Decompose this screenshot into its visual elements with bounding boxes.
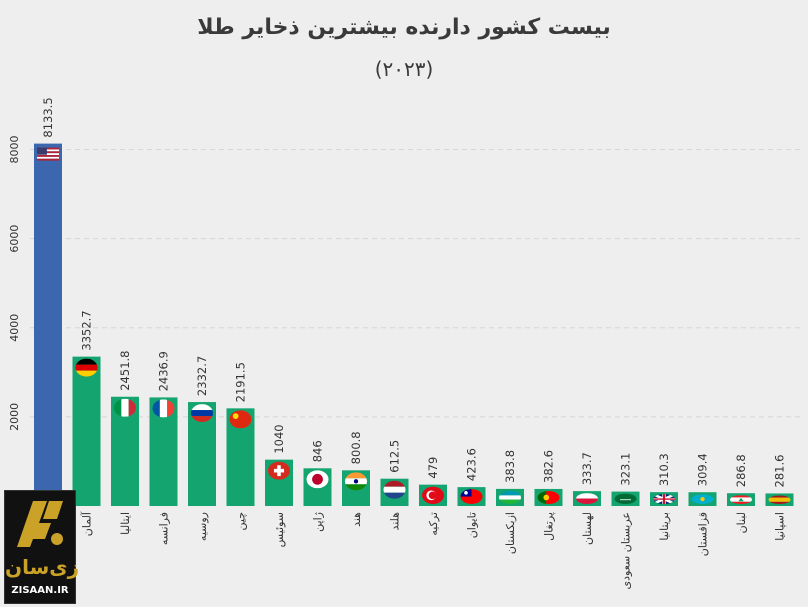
nl-flag-icon bbox=[383, 480, 406, 499]
category-label: پرتغال bbox=[543, 512, 556, 541]
kz-flag-icon bbox=[691, 494, 714, 504]
pl-flag-icon bbox=[576, 493, 598, 504]
value-label: 2191.5 bbox=[234, 362, 248, 402]
value-label: 323.1 bbox=[619, 453, 633, 486]
category-label: لبنان bbox=[735, 512, 748, 533]
gb-flag-icon bbox=[653, 494, 675, 505]
value-label: 281.6 bbox=[773, 455, 787, 488]
category-label: عربستان سعودی bbox=[620, 512, 633, 589]
value-label: 2332.7 bbox=[195, 356, 209, 396]
category-label: ایتالیا bbox=[119, 512, 132, 535]
y-tick-label: 4000 bbox=[8, 314, 21, 342]
ru-flag-icon bbox=[191, 404, 213, 423]
gridlines bbox=[30, 149, 800, 418]
it-flag-icon bbox=[114, 398, 136, 417]
y-tick-label: 2000 bbox=[8, 403, 21, 431]
value-label: 2451.8 bbox=[118, 351, 132, 391]
logo-name-fa: زی‌سان bbox=[5, 555, 80, 579]
tw-flag-icon bbox=[460, 489, 483, 504]
category-label: هلند bbox=[389, 512, 402, 531]
bar bbox=[72, 356, 101, 506]
value-label: 333.7 bbox=[580, 452, 594, 485]
zisaan-logo-mark-icon bbox=[17, 501, 63, 547]
us-flag-icon bbox=[37, 147, 59, 161]
value-label: 612.5 bbox=[388, 440, 402, 473]
value-label: 286.8 bbox=[734, 454, 748, 487]
in-flag-icon bbox=[345, 472, 367, 491]
sa-flag-icon bbox=[614, 493, 637, 504]
category-label: ژاپن bbox=[312, 512, 325, 532]
category-label: ازبکستان bbox=[504, 512, 517, 554]
category-label: چین bbox=[235, 512, 248, 531]
category-label: سوئیس bbox=[273, 512, 286, 547]
y-axis-ticks: 2000 4000 6000 8000 bbox=[8, 136, 21, 431]
value-label: 383.8 bbox=[503, 450, 517, 483]
de-flag-icon bbox=[75, 358, 98, 377]
bars bbox=[34, 143, 794, 506]
y-tick-label: 8000 bbox=[8, 136, 21, 164]
value-label: 3352.7 bbox=[80, 310, 94, 350]
category-label: تایوان bbox=[466, 512, 479, 538]
tr-flag-icon bbox=[422, 486, 444, 504]
value-label: 310.3 bbox=[657, 453, 671, 486]
lb-flag-icon bbox=[730, 495, 752, 504]
category-label: اسپانیا bbox=[774, 512, 787, 541]
flags bbox=[37, 147, 791, 505]
value-labels: 8133.5 3352.7 2451.8 2436.9 2332.7 2191.5 1040… bbox=[41, 97, 787, 487]
chart-title: بیست کشور دارنده بیشترین ذخایر طلا bbox=[197, 15, 610, 40]
ch-flag-icon bbox=[268, 461, 290, 480]
category-labels: آمریکاآلمانایتالیافرانسهروسیهچینسوئیسژاپ… bbox=[41, 511, 787, 589]
value-label: 309.4 bbox=[696, 453, 710, 486]
value-label: 1040 bbox=[272, 424, 286, 453]
chart-subtitle: (۲۰۲۳) bbox=[375, 57, 434, 81]
category-label: قزاقستان bbox=[697, 512, 710, 556]
value-label: 382.6 bbox=[542, 450, 556, 483]
value-label: 423.6 bbox=[465, 448, 479, 481]
category-label: لهستان bbox=[581, 512, 594, 545]
category-label: روسیه bbox=[196, 512, 209, 541]
value-label: 2436.9 bbox=[157, 351, 171, 391]
uz-flag-icon bbox=[499, 490, 521, 504]
y-tick-label: 6000 bbox=[8, 225, 21, 253]
pt-flag-icon bbox=[537, 490, 560, 504]
category-label: آلمان bbox=[80, 511, 94, 536]
bar bbox=[34, 143, 62, 506]
cn-flag-icon bbox=[229, 410, 252, 429]
es-flag-icon bbox=[768, 495, 791, 504]
value-label: 479 bbox=[426, 457, 440, 479]
category-label: بریتانیا bbox=[658, 512, 671, 541]
logo-name-en: ZISAAN.IR bbox=[11, 585, 69, 596]
value-label: 8133.5 bbox=[41, 97, 55, 137]
zisaan-logo: زی‌سان ZISAAN.IR bbox=[4, 490, 80, 604]
value-label: 846 bbox=[311, 440, 325, 462]
category-label: ترکیه bbox=[427, 512, 440, 536]
value-label: 800.8 bbox=[349, 431, 363, 464]
category-label: هند bbox=[350, 512, 363, 527]
jp-flag-icon bbox=[306, 470, 329, 489]
fr-flag-icon bbox=[152, 399, 175, 418]
category-label: فرانسه bbox=[158, 512, 171, 545]
